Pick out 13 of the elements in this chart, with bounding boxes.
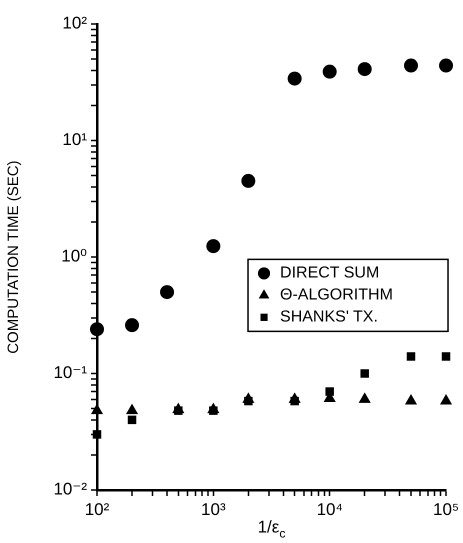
x-tick-label: 10³ <box>201 500 226 519</box>
x-tick-label: 10⁴ <box>316 500 343 519</box>
x-tick-label: 10⁵ <box>433 500 460 519</box>
y-tick-label: 10⁰ <box>61 246 88 266</box>
legend-label: Θ-ALGORITHM <box>280 286 393 304</box>
y-tick-label: 10⁻¹ <box>53 363 88 382</box>
legend-label: DIRECT SUM <box>280 264 380 282</box>
y-tick-label: 10¹ <box>62 130 88 150</box>
y-tick-label: 10² <box>62 14 88 33</box>
y-tick-label: 10⁻² <box>53 480 88 499</box>
x-tick-label: 10² <box>84 500 110 519</box>
legend-label: SHANKS' TX. <box>280 308 378 326</box>
y-axis-title: COMPUTATION TIME (SEC) <box>5 160 22 354</box>
